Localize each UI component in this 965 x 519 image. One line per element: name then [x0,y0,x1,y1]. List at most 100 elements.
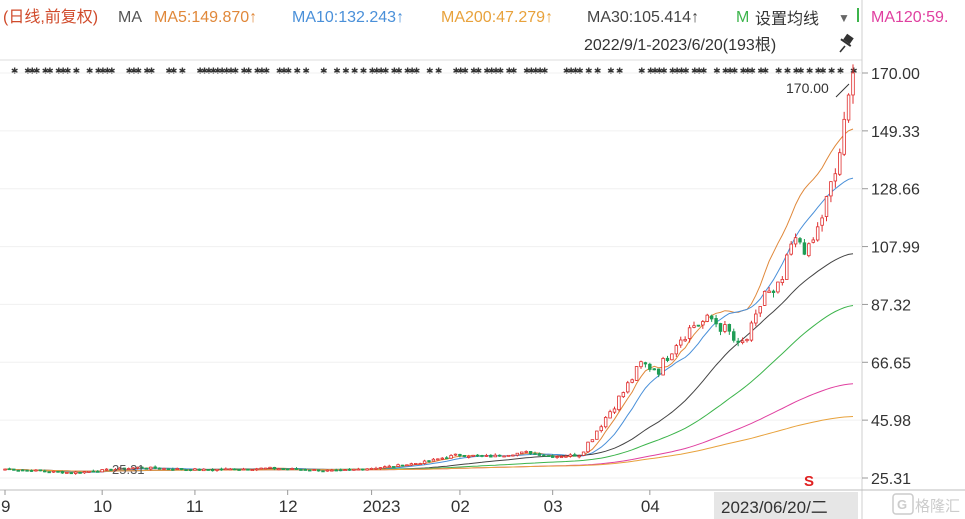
event-s-marker[interactable]: S [804,473,814,490]
event-marker[interactable]: ✱ [775,66,783,76]
event-marker[interactable]: ✱ [726,66,734,76]
event-marker[interactable]: ✱ [42,66,50,76]
event-marker[interactable]: ✱ [691,66,699,76]
event-marker[interactable]: ✱ [408,66,416,76]
event-marker[interactable]: ✱ [510,66,518,76]
event-marker[interactable]: ✱ [528,66,536,76]
event-marker[interactable]: ✱ [130,66,138,76]
event-marker[interactable]: ✱ [744,66,752,76]
event-marker[interactable]: ✱ [135,66,143,76]
event-marker[interactable]: ✱ [280,66,288,76]
event-marker[interactable]: ✱ [483,66,491,76]
event-marker[interactable]: ✱ [607,66,615,76]
event-marker[interactable]: ✱ [285,66,293,76]
event-marker[interactable]: ✱ [541,66,549,76]
settings-button[interactable]: 设置均线 [755,10,819,28]
event-marker[interactable]: ✱ [373,66,381,76]
event-marker[interactable]: ✱ [104,66,112,76]
event-marker[interactable]: ✱ [245,66,253,76]
event-marker[interactable]: ✱ [488,66,496,76]
event-marker[interactable]: ✱ [647,66,655,76]
event-marker[interactable]: ✱ [815,66,823,76]
event-marker[interactable]: ✱ [302,66,310,76]
event-marker[interactable]: ✱ [333,66,341,76]
event-marker[interactable]: ✱ [682,66,690,76]
event-marker[interactable]: ✱ [148,66,156,76]
event-marker[interactable]: ✱ [165,66,173,76]
event-marker[interactable]: ✱ [673,66,681,76]
event-marker[interactable]: ✱ [205,66,213,76]
event-marker[interactable]: ✱ [241,66,249,76]
event-marker[interactable]: ✱ [59,66,67,76]
event-marker[interactable]: ✱ [218,66,226,76]
event-marker[interactable]: ✱ [828,66,836,76]
event-marker[interactable]: ✱ [170,66,178,76]
event-marker[interactable]: ✱ [475,66,483,76]
event-marker[interactable]: ✱ [585,66,593,76]
event-marker[interactable]: ✱ [678,66,686,76]
event-marker[interactable]: ✱ [784,66,792,76]
event-marker[interactable]: ✱ [55,66,63,76]
event-marker[interactable]: ✱ [651,66,659,76]
event-marker[interactable]: ✱ [64,66,72,76]
event-marker[interactable]: ✱ [506,66,514,76]
event-marker[interactable]: ✱ [404,66,412,76]
event-marker[interactable]: ✱ [669,66,677,76]
event-marker[interactable]: ✱ [567,66,575,76]
event-marker[interactable]: ✱ [382,66,390,76]
event-marker[interactable]: ✱ [731,66,739,76]
pin-icon[interactable] [839,33,854,53]
event-marker[interactable]: ✱ [196,66,204,76]
event-marker[interactable]: ✱ [563,66,571,76]
event-marker[interactable]: ✱ [351,66,359,76]
event-marker[interactable]: ✱ [377,66,385,76]
event-marker[interactable]: ✱ [700,66,708,76]
settings-box[interactable] [748,4,858,31]
settings-chevron-down-icon[interactable]: ▼ [838,11,850,25]
event-marker[interactable]: ✱ [24,66,32,76]
event-marker[interactable]: ✱ [762,66,770,76]
event-marker[interactable]: ✱ [722,66,730,76]
event-marker[interactable]: ✱ [426,66,434,76]
event-marker[interactable]: ✱ [576,66,584,76]
event-marker[interactable]: ✱ [695,66,703,76]
event-marker[interactable]: ✱ [797,66,805,76]
event-marker[interactable]: ✱ [232,66,240,76]
event-marker[interactable]: ✱ [740,66,748,76]
event-marker[interactable]: ✱ [201,66,209,76]
event-marker[interactable]: ✱ [819,66,827,76]
event-marker[interactable]: ✱ [656,66,664,76]
event-marker[interactable]: ✱ [757,66,765,76]
event-marker[interactable]: ✱ [713,66,721,76]
event-marker[interactable]: ✱ [46,66,54,76]
event-marker[interactable]: ✱ [214,66,222,76]
event-marker[interactable]: ✱ [660,66,668,76]
event-marker[interactable]: ✱ [532,66,540,76]
event-marker[interactable]: ✱ [95,66,103,76]
event-marker[interactable]: ✱ [638,66,646,76]
event-marker[interactable]: ✱ [360,66,368,76]
event-marker[interactable]: ✱ [227,66,235,76]
event-marker[interactable]: ✱ [369,66,377,76]
event-marker[interactable]: ✱ [73,66,81,76]
event-marker[interactable]: ✱ [616,66,624,76]
event-marker[interactable]: ✱ [254,66,262,76]
event-marker[interactable]: ✱ [793,66,801,76]
event-marker[interactable]: ✱ [523,66,531,76]
event-marker[interactable]: ✱ [276,66,284,76]
event-marker[interactable]: ✱ [342,66,350,76]
event-marker[interactable]: ✱ [294,66,302,76]
event-marker[interactable]: ✱ [748,66,756,76]
event-marker[interactable]: ✱ [33,66,41,76]
event-marker[interactable]: ✱ [86,66,94,76]
event-marker[interactable]: ✱ [497,66,505,76]
event-marker[interactable]: ✱ [391,66,399,76]
event-marker[interactable]: ✱ [143,66,151,76]
event-marker[interactable]: ✱ [223,66,231,76]
event-marker[interactable]: ✱ [837,66,845,76]
event-marker[interactable]: ✱ [850,66,858,76]
event-marker[interactable]: ✱ [461,66,469,76]
event-marker[interactable]: ✱ [572,66,580,76]
event-marker[interactable]: ✱ [492,66,500,76]
event-marker[interactable]: ✱ [29,66,37,76]
